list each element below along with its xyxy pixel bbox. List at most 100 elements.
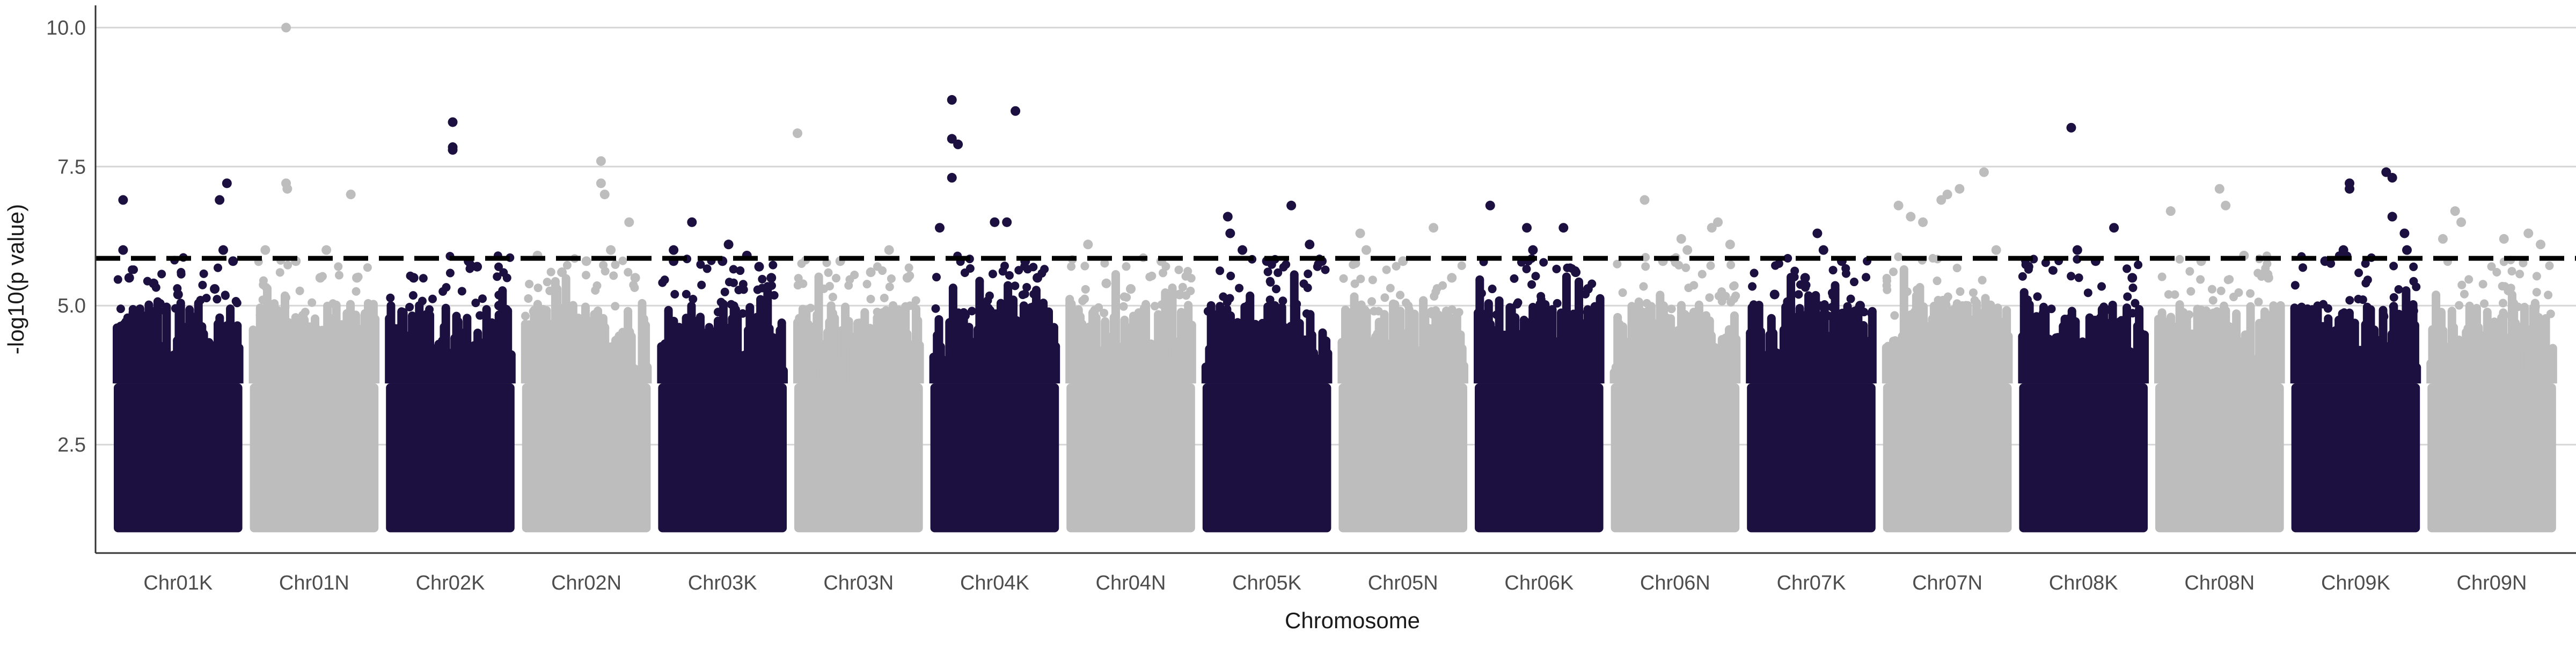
data-point [2025, 311, 2034, 321]
data-point [2103, 305, 2112, 314]
data-point [887, 274, 896, 283]
data-point [1392, 261, 1401, 271]
data-point [2319, 300, 2328, 309]
x-tick-label: Chr08N [2184, 572, 2255, 594]
data-point [213, 295, 222, 304]
data-point [2048, 266, 2057, 275]
data-point [931, 304, 940, 313]
peak-point [2438, 234, 2448, 244]
data-point [1591, 303, 1600, 312]
data-point [129, 265, 138, 274]
peak-point [2399, 228, 2410, 238]
data-point [599, 260, 608, 270]
data-point [2394, 285, 2403, 294]
peak-point [884, 245, 894, 255]
data-point [386, 293, 395, 302]
data-point [1339, 274, 1348, 283]
data-point [2389, 293, 2398, 302]
data-point [2246, 289, 2255, 298]
x-axis-title: Chromosome [1285, 608, 1420, 633]
data-point [1457, 261, 1466, 270]
data-point [502, 304, 511, 314]
data-point [1080, 261, 1089, 271]
data-point [758, 274, 767, 283]
point-column [1187, 325, 1196, 384]
data-point [214, 263, 223, 272]
peak-point [218, 245, 229, 255]
data-point [2225, 275, 2234, 284]
data-point [281, 307, 290, 316]
data-point [736, 266, 745, 275]
data-point [198, 280, 207, 289]
peak-point [2523, 228, 2534, 238]
data-point [794, 274, 803, 283]
data-point [1349, 260, 1358, 269]
data-point [1828, 291, 1838, 300]
data-point [2186, 287, 2196, 296]
data-point [932, 273, 941, 282]
data-point [1783, 253, 1792, 263]
data-point [2074, 273, 2083, 282]
peak-point [1725, 239, 1735, 250]
data-point [1943, 292, 1952, 301]
data-point [157, 270, 166, 279]
data-point [497, 311, 507, 321]
chromosome-group-chr08n [2154, 184, 2285, 533]
data-point [2544, 290, 2553, 300]
data-point [862, 280, 872, 289]
peak-point [1447, 273, 1457, 283]
data-point [272, 308, 281, 317]
peak-point [1769, 289, 1780, 300]
data-point [1536, 292, 1546, 301]
data-point [1539, 258, 1548, 267]
peak-point [1126, 284, 1136, 294]
data-point [2515, 270, 2524, 279]
peak-point [902, 273, 912, 283]
point-bulk [1338, 383, 1467, 533]
data-point [2464, 275, 2473, 284]
peak-point [1011, 106, 1021, 116]
x-tick-label: Chr06N [1640, 572, 1710, 594]
data-point [475, 311, 485, 320]
data-point [363, 263, 372, 272]
data-point [2345, 296, 2354, 305]
data-point [1513, 298, 1523, 307]
data-point [2519, 258, 2528, 267]
x-tick-label: Chr05N [1368, 572, 1438, 594]
data-point [593, 310, 602, 319]
x-tick-label: Chr04K [960, 572, 1029, 594]
data-point [1382, 265, 1391, 274]
data-point [2185, 267, 2194, 276]
point-bulk [1883, 383, 2012, 533]
data-point [478, 294, 487, 303]
peak-point [2536, 239, 2546, 250]
data-point [494, 262, 503, 271]
data-point [1527, 280, 1536, 289]
data-point [873, 262, 882, 271]
peak-point [2387, 173, 2397, 183]
peak-point [149, 278, 159, 288]
point-column [915, 345, 924, 384]
data-point [1973, 308, 1982, 317]
x-tick-label: Chr09K [2321, 572, 2390, 594]
data-point [1889, 267, 1898, 277]
data-point [1552, 264, 1561, 273]
data-point [832, 274, 841, 283]
data-point [2457, 280, 2467, 289]
data-point [828, 293, 837, 302]
peak-point [934, 223, 945, 233]
peak-point [953, 139, 963, 149]
chromosome-group-chr01k [113, 178, 244, 533]
peak-point [1429, 223, 1439, 233]
data-point [1380, 293, 1389, 302]
point-column [2140, 335, 2149, 384]
data-point [494, 290, 503, 300]
x-tick-label: Chr03N [823, 572, 894, 594]
data-point [2253, 268, 2263, 278]
peak-point [124, 273, 134, 283]
data-point [2389, 302, 2398, 311]
peak-point [630, 273, 640, 283]
peak-point [1522, 223, 1532, 233]
data-point [275, 268, 284, 277]
axes-layer: 2.5 5.0 7.5 10.0 Chr01K Chr01N Chr02K Chr02N Chr… [46, 5, 2576, 594]
